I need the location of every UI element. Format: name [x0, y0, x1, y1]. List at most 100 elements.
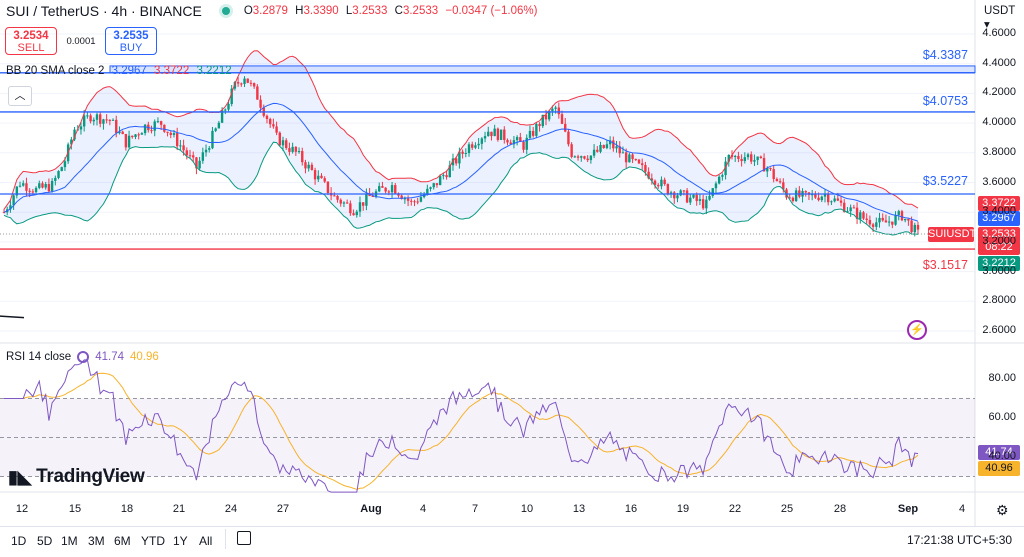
timeframe-ytd[interactable]: YTD	[141, 534, 165, 548]
bb-legend[interactable]: BB 20 SMA close 2 3.2967 3.3722 3.2212	[6, 65, 232, 77]
candle-body	[102, 119, 105, 124]
candle-body	[224, 109, 227, 111]
rsi-tick: 40.00	[988, 450, 1016, 462]
candle-body	[637, 159, 641, 164]
level-label-4[interactable]: $3.1517	[922, 258, 968, 272]
candle-body	[95, 114, 99, 120]
candle-body	[143, 124, 147, 134]
candle-body	[480, 138, 484, 144]
candle-body	[519, 137, 522, 142]
sell-button[interactable]: 3.2534 SELL	[5, 27, 57, 55]
timeframe-6m[interactable]: 6M	[114, 534, 131, 548]
spread-value: 0.0001	[66, 35, 96, 47]
time-tick: 7	[471, 503, 479, 515]
lightning-icon[interactable]: ⚡	[907, 320, 927, 340]
candle-body	[756, 156, 759, 161]
time-tick: 19	[676, 503, 690, 515]
timeframe-1d[interactable]: 1D	[11, 534, 27, 548]
candle-body	[714, 183, 718, 189]
candle-body	[875, 222, 878, 227]
candle-body	[2, 212, 6, 214]
candle-body	[855, 207, 859, 219]
candle-body	[111, 119, 115, 121]
candle-body	[538, 124, 541, 127]
symbol-title[interactable]: SUI / TetherUS · 4h · BINANCE	[6, 3, 202, 19]
candle-body	[743, 157, 747, 162]
candle-body	[169, 132, 172, 135]
candle-body	[220, 110, 224, 123]
price-tick: 3.0000	[982, 264, 1016, 277]
timeframe-5d[interactable]: 5D	[37, 534, 53, 548]
candle-body	[547, 111, 551, 120]
bb-lower-tag: 3.2212	[978, 256, 1020, 271]
rsi-legend[interactable]: RSI 14 close 41.74 40.96	[6, 351, 159, 363]
candle-body	[624, 152, 628, 163]
candle-body	[426, 188, 429, 195]
candle-body	[897, 211, 900, 215]
candle-body	[573, 156, 577, 158]
candle-body	[721, 175, 724, 177]
candle-body	[41, 183, 44, 188]
candle-body	[217, 122, 221, 129]
bb-lower-value: 3.2212	[196, 65, 232, 77]
timeframe-1y[interactable]: 1Y	[173, 534, 188, 548]
candle-body	[515, 137, 519, 141]
candle-body	[804, 191, 807, 193]
candle-body	[541, 114, 544, 127]
gear-icon[interactable]: ⚙	[996, 502, 1009, 518]
price-tick: 3.4000	[982, 205, 1016, 218]
price-tick: 3.6000	[982, 175, 1016, 188]
candle-body	[38, 183, 41, 188]
level-label-3[interactable]: $3.5227	[922, 174, 968, 188]
timeframe-1m[interactable]: 1M	[61, 534, 78, 548]
price-tick: 4.0000	[982, 116, 1016, 129]
candle-body	[653, 180, 657, 185]
timeframe-all[interactable]: All	[199, 534, 213, 548]
candle-body	[156, 121, 160, 123]
candle-body	[865, 218, 868, 221]
bb-basis-value: 3.2967	[111, 65, 147, 77]
candle-body	[621, 152, 625, 154]
candle-body	[708, 195, 711, 200]
candle-body	[499, 129, 503, 140]
candle-body	[862, 212, 865, 219]
candle-body	[596, 149, 599, 152]
candle-body	[698, 199, 702, 201]
candle-body	[769, 168, 772, 170]
candle-body	[586, 158, 589, 161]
clock-readout[interactable]: 17:21:38 UTC+5:30	[907, 533, 1013, 547]
candle-body	[759, 156, 763, 159]
candle-body	[28, 190, 31, 192]
candle-body	[70, 139, 73, 145]
candle-body	[544, 114, 548, 120]
candle-body	[198, 160, 201, 169]
tradingview-logo[interactable]: ▮◣ TradingView	[8, 466, 145, 487]
candle-body	[560, 114, 564, 124]
candle-body	[285, 140, 288, 149]
time-tick: 21	[172, 503, 186, 515]
collapse-legend-button[interactable]: ︿	[8, 86, 32, 106]
buy-button[interactable]: 3.2535 BUY	[105, 27, 157, 55]
candle-body	[717, 176, 721, 184]
candle-body	[467, 144, 471, 154]
price-tick: 2.8000	[982, 294, 1016, 307]
candle-body	[589, 155, 593, 161]
candle-body	[297, 151, 301, 153]
candle-body	[827, 194, 830, 203]
candle-body	[894, 214, 897, 225]
candle-body	[810, 194, 814, 196]
timeframe-3m[interactable]: 3M	[88, 534, 105, 548]
candle-body	[159, 121, 163, 125]
candle-body	[509, 142, 512, 145]
time-tick: 18	[120, 503, 134, 515]
rsi-icon	[77, 351, 90, 363]
calendar-icon[interactable]	[237, 531, 251, 545]
level-label-1[interactable]: $4.3387	[922, 48, 968, 62]
candle-body	[583, 156, 586, 159]
currency-selector[interactable]: USDT ▾	[984, 5, 1016, 31]
level-label-2[interactable]: $4.0753	[922, 94, 968, 108]
candle-body	[92, 119, 95, 122]
candle-body	[913, 224, 916, 233]
candle-body	[557, 107, 561, 115]
